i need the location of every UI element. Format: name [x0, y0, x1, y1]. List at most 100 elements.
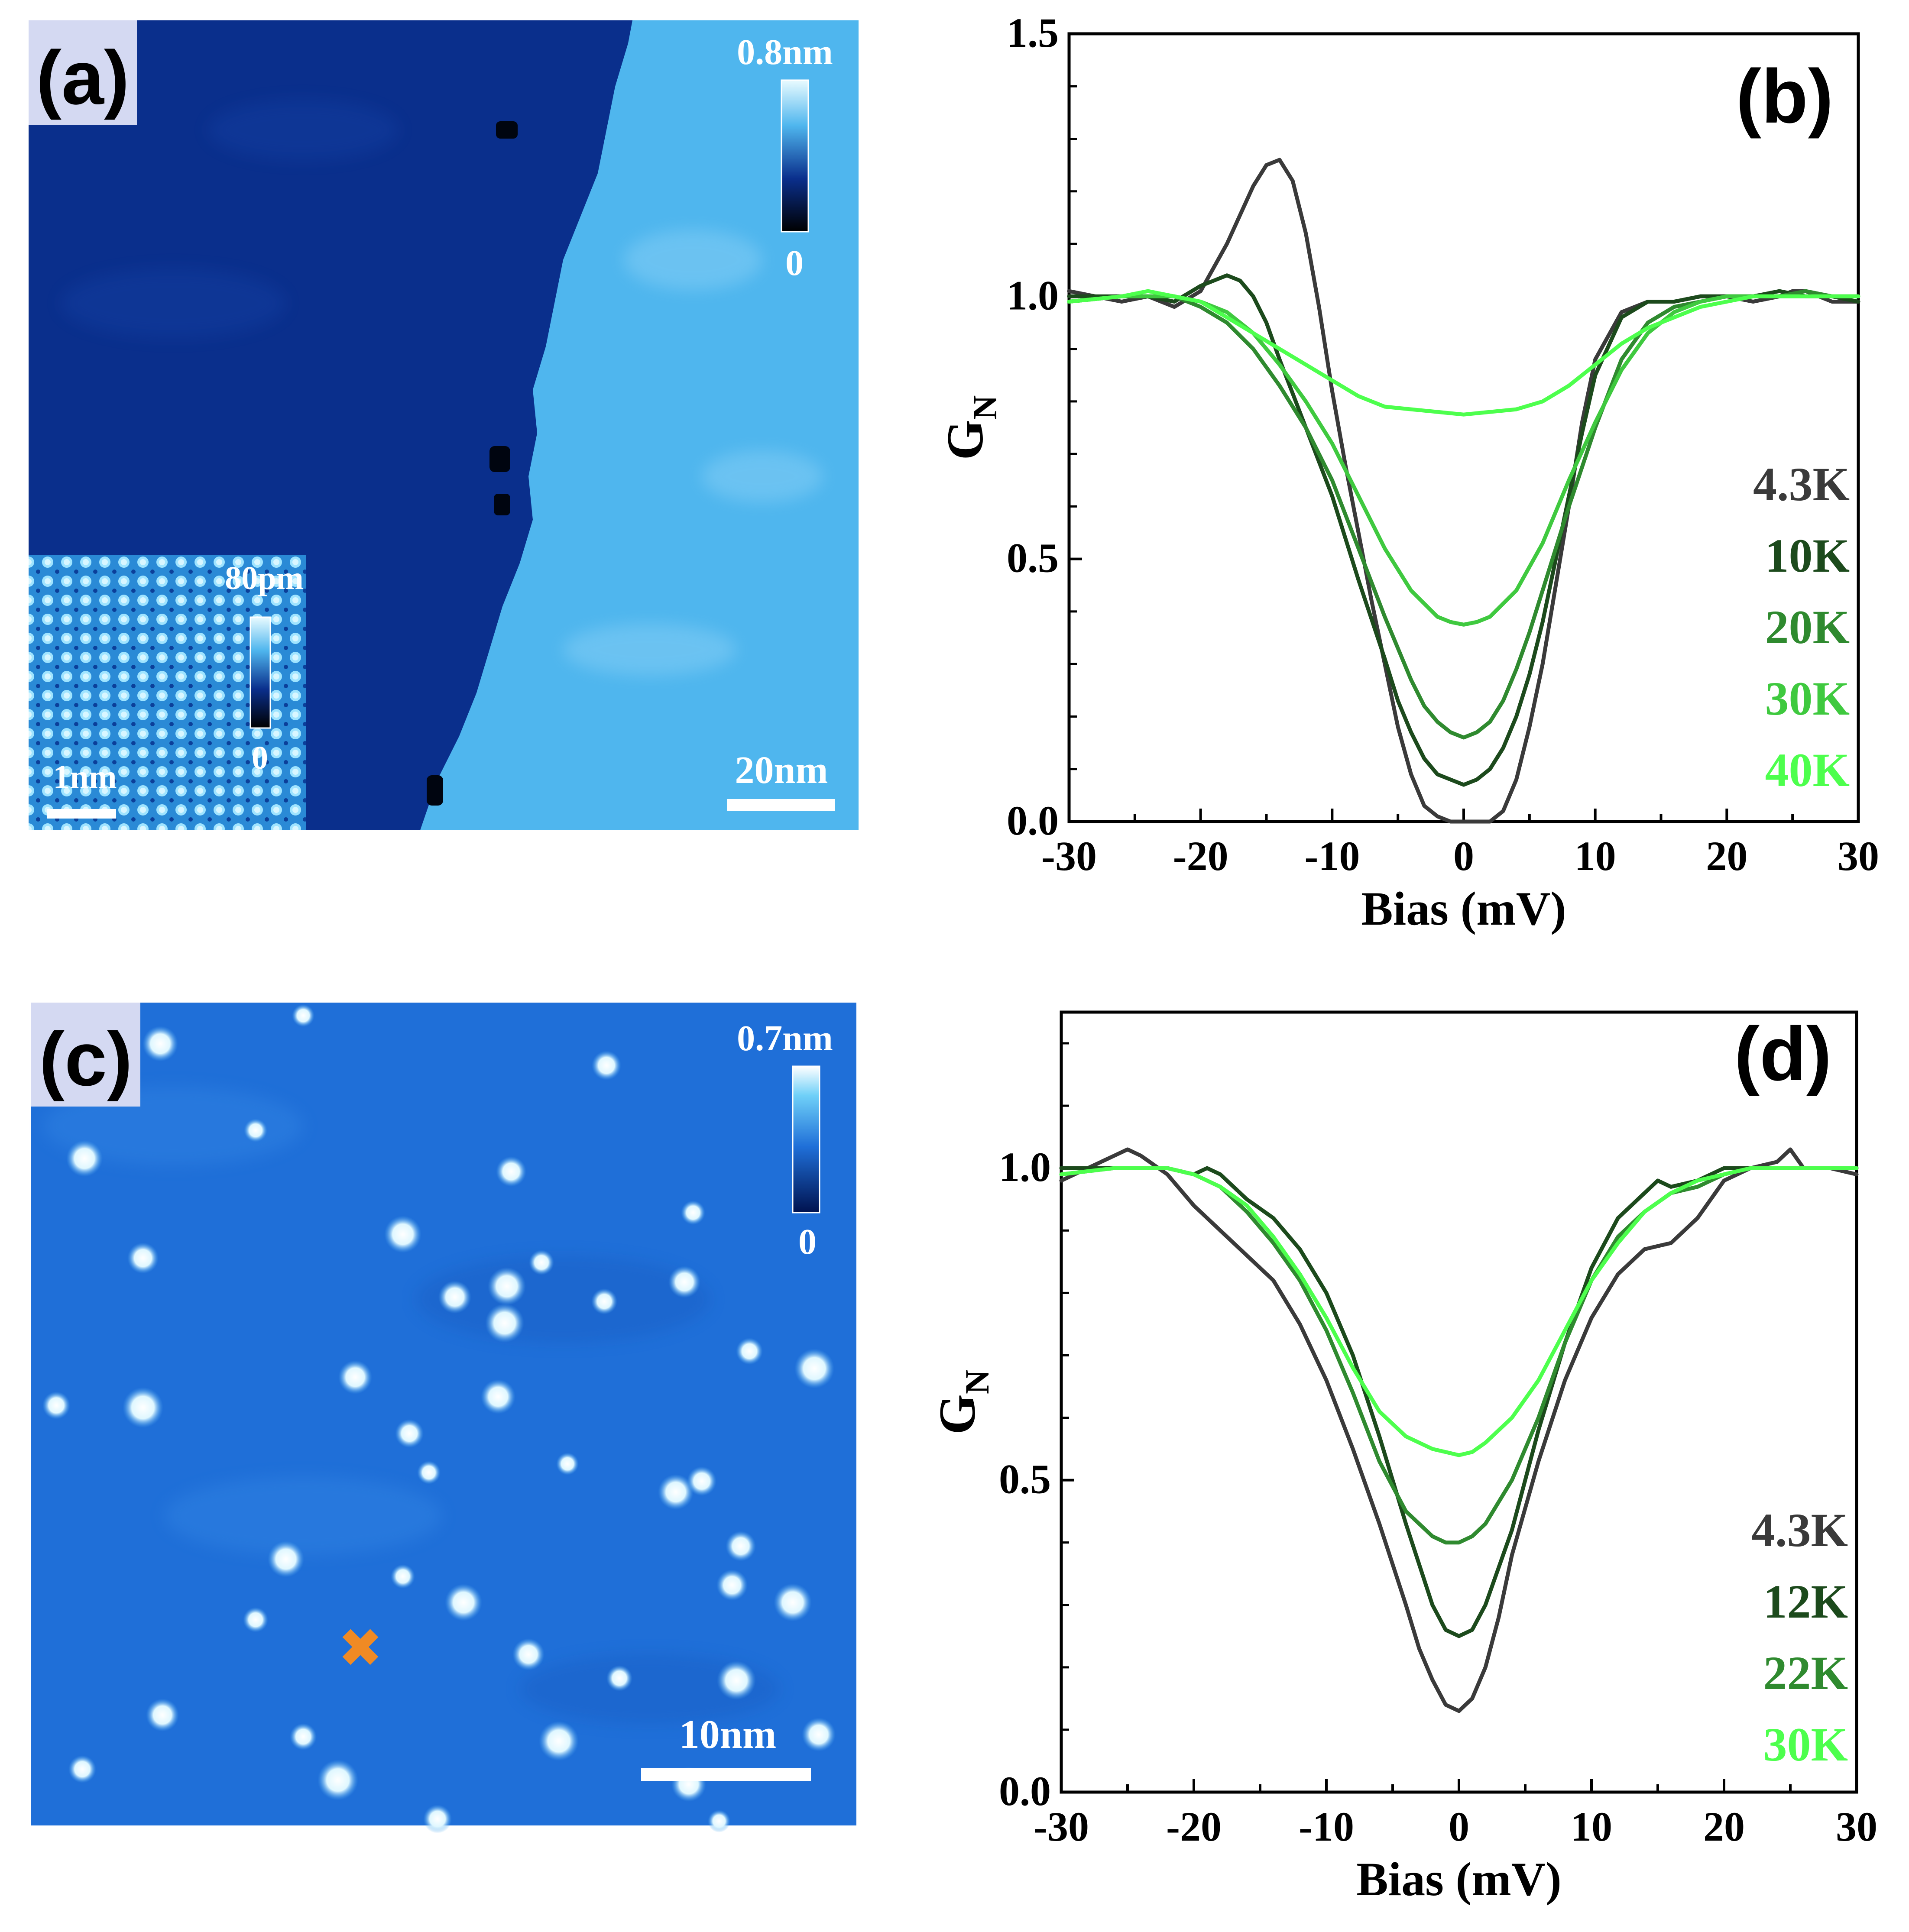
- series-line-12K: [1059, 1166, 1859, 1638]
- x-tick-label: 20: [1706, 833, 1747, 879]
- panel-a-colorbar-max: 0.8nm: [737, 32, 833, 72]
- y-tick-label: 1.0: [1007, 272, 1059, 318]
- panel-c-scalebar-label: 10nm: [679, 1712, 777, 1757]
- x-tick-label: -10: [1304, 833, 1360, 879]
- adatom: [774, 1583, 812, 1621]
- x-tick-label: -30: [1041, 833, 1097, 879]
- adatom: [438, 1281, 471, 1314]
- adatom: [668, 1266, 700, 1298]
- plot-frame: [1060, 1010, 1858, 1794]
- y-axis-label: GN: [936, 395, 1004, 460]
- adatom: [243, 1607, 268, 1632]
- x-tick-label: -30: [1034, 1803, 1089, 1850]
- x-tick-label: 10: [1571, 1803, 1612, 1850]
- adatom: [717, 1661, 756, 1700]
- panel-c-label: (c): [39, 1017, 132, 1102]
- series-line-30K: [1059, 1166, 1859, 1457]
- adatom: [42, 1392, 70, 1419]
- adatom: [318, 1760, 358, 1800]
- panel-a: 80pm 0 1nm 0.8nm 0 20nm (a): [29, 20, 859, 830]
- chart-d: -30 -20 -10 0 10 20 30 0.0 0.5 1.0 Bias (mV) GN 4.3K…: [928, 1010, 1877, 1906]
- adatom: [726, 1531, 756, 1561]
- panel-c-colorbar-max: 0.7nm: [737, 1018, 833, 1058]
- x-axis-label: Bias (mV): [1356, 1853, 1562, 1906]
- adatom: [539, 1721, 579, 1761]
- y-tick-label: 0.0: [999, 1768, 1051, 1814]
- series-line-4.3K: [1059, 1147, 1859, 1713]
- panel-a-inset-scalebar: [47, 809, 116, 819]
- adatom: [417, 1461, 441, 1484]
- legend-entry-30K: 30K: [1763, 1718, 1848, 1771]
- adatom: [68, 1755, 96, 1783]
- panel-a-bright-terrace: [420, 20, 859, 830]
- adatom: [606, 1665, 632, 1691]
- panel-c: 0.7nm 0 ✖ 10nm (c): [31, 1003, 856, 1833]
- adatom: [244, 1119, 267, 1142]
- legend-entry-22K: 22K: [1763, 1647, 1848, 1699]
- series-line-10K: [1067, 273, 1860, 787]
- x-tick-label: 30: [1836, 1803, 1877, 1850]
- legend-entry-10K: 10K: [1765, 529, 1850, 582]
- adatom: [481, 1379, 515, 1414]
- adatom: [123, 1387, 163, 1428]
- adatom: [485, 1304, 524, 1343]
- panel-a-inset-colorbar-min: 0: [252, 740, 268, 776]
- panel-c-colorbar-min: 0: [798, 1222, 817, 1262]
- adatom: [66, 1140, 103, 1177]
- panel-a-terrace-texture: [61, 100, 823, 676]
- x-tick-label: 0: [1449, 1803, 1469, 1850]
- adatom: [127, 1243, 159, 1274]
- adatom: [391, 1564, 415, 1589]
- adatom: [529, 1250, 554, 1275]
- adatom: [395, 1419, 424, 1448]
- legend-entry-4.3K: 4.3K: [1753, 458, 1850, 511]
- panel-a-label-box: [29, 20, 137, 125]
- panel-c-colorbar: [792, 1065, 820, 1214]
- legend-entry-12K: 12K: [1763, 1575, 1848, 1628]
- panel-a-scalebar-label: 20nm: [735, 749, 828, 792]
- adatom: [146, 1699, 179, 1731]
- y-axis-label-subscript: N: [966, 395, 1004, 420]
- x-tick-label: 30: [1838, 833, 1879, 879]
- adatom: [592, 1051, 621, 1080]
- adatom: [338, 1360, 372, 1394]
- panel-a-inset-colorbar-max: 80pm: [225, 560, 304, 596]
- series-line-4.3K: [1067, 158, 1860, 824]
- panel-c-label-box: [31, 1003, 140, 1107]
- adatom: [488, 1267, 526, 1305]
- adatom: [556, 1453, 579, 1475]
- legend-entry-4.3K: 4.3K: [1751, 1504, 1848, 1557]
- series-line-30K: [1067, 294, 1860, 627]
- panel-a-scalebar: [727, 799, 835, 811]
- legend-entry-20K: 20K: [1765, 601, 1850, 654]
- y-tick-label: 1.5: [1007, 10, 1059, 56]
- y-tick-label: 1.0: [999, 1144, 1051, 1190]
- adatom: [143, 1026, 178, 1061]
- adatom: [658, 1474, 694, 1510]
- adatom: [512, 1638, 545, 1670]
- adatom: [445, 1584, 482, 1621]
- chart-panel-label: (b): [1736, 54, 1834, 139]
- chart-panel-label: (d): [1734, 1012, 1832, 1097]
- panel-c-marker-cross: ✖: [338, 1617, 383, 1680]
- adatom: [591, 1288, 617, 1314]
- series-line-40K: [1067, 289, 1860, 417]
- chart-b: -30 -20 -10 0 10 20 30 0.0 0.5 1.0 1.5 Bias (mV) GN 4…: [936, 10, 1879, 935]
- legend-entry-30K: 30K: [1765, 672, 1850, 725]
- panel-a-inset-scalebar-label: 1nm: [53, 758, 117, 796]
- y-tick-label: 0.0: [1007, 797, 1059, 844]
- x-axis-label: Bias (mV): [1361, 882, 1566, 935]
- adatom: [736, 1338, 763, 1365]
- adatom: [802, 1718, 836, 1751]
- adatom: [716, 1570, 748, 1601]
- x-tick-label: 0: [1453, 833, 1474, 879]
- adatom: [496, 1156, 526, 1187]
- plot-frame: [1067, 32, 1860, 823]
- x-tick-label: -20: [1166, 1803, 1222, 1850]
- panel-a-inset-colorbar: [250, 616, 271, 729]
- x-tick-label: -20: [1173, 833, 1228, 879]
- panel-a-defects: [427, 121, 518, 806]
- y-axis-label: GN: [928, 1370, 996, 1435]
- y-tick-label: 0.5: [999, 1456, 1051, 1502]
